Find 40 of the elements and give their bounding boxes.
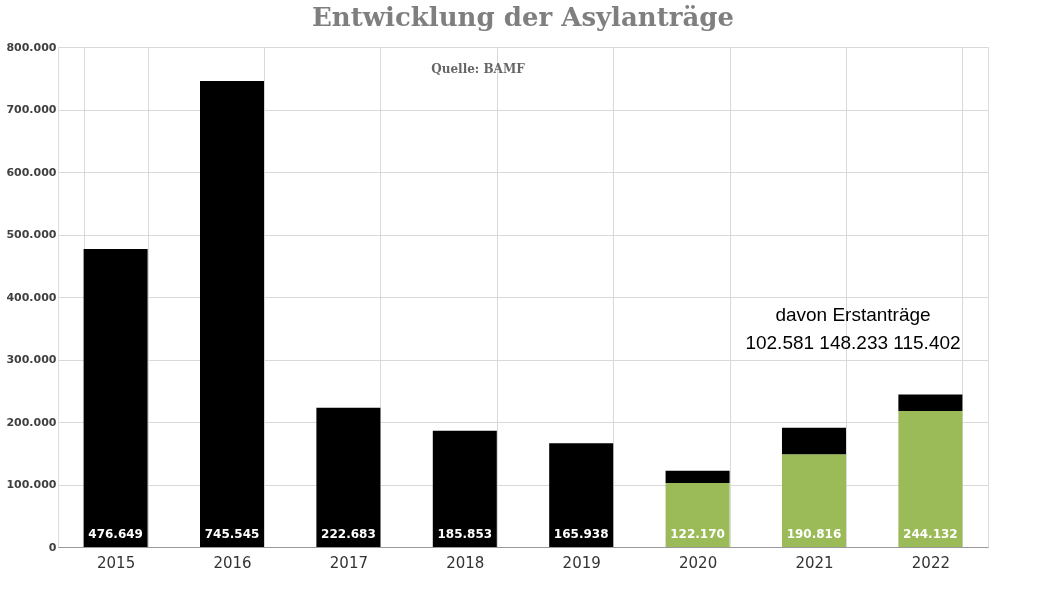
bar [665,470,730,483]
chart-title: Entwicklung der Asylanträge [311,2,735,32]
bar [781,427,846,455]
total-label: 476.649 [88,527,143,541]
x-tick-label: 2022 [911,553,950,572]
total-label: 244.132 [903,527,958,541]
bar [781,454,846,547]
y-tick-label: 600.000 [6,165,57,179]
x-tick-label: 2017 [329,553,368,572]
x-tick-label: 2021 [795,553,834,572]
y-tick-label: 100.000 [6,478,57,491]
y-tick-label: 700.000 [6,103,57,116]
annotation: davon Erstanträge [775,304,931,325]
x-tick-label: 2019 [562,553,601,572]
y-tick-label: 200.000 [6,415,57,429]
y-tick-label: 400.000 [6,290,57,304]
annotation: 102.581 148.233 115.402 [745,332,961,353]
x-tick-label: 2018 [446,553,485,572]
y-tick-label: 0 [48,540,57,554]
bar [898,410,963,547]
x-tick-label: 2015 [97,553,136,572]
bar [200,81,265,547]
bar [432,430,497,547]
bar [898,394,963,411]
annotation: Quelle: BAMF [431,62,526,76]
x-tick-label: 2020 [679,553,718,572]
y-tick-label: 800.000 [6,40,57,54]
total-label: 185.853 [437,527,493,541]
bar [83,249,148,547]
total-label: 190.816 [786,527,842,541]
bar [665,482,730,547]
bar [549,443,614,547]
y-tick-label: 300.000 [6,353,57,366]
total-label: 122.170 [670,527,725,541]
total-label: 745.545 [204,527,260,541]
total-label: 222.683 [321,527,376,541]
y-tick-label: 500.000 [6,228,57,241]
total-label: 165.938 [553,527,609,541]
bar [316,407,381,547]
x-tick-label: 2016 [213,553,252,572]
